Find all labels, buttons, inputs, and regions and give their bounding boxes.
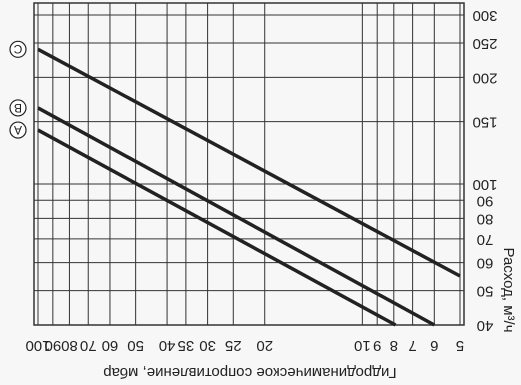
x-tick-label: 6 [430, 337, 438, 354]
y-tick-label: 100 [472, 176, 497, 193]
y-tick-label: 80 [477, 210, 494, 227]
series-marker-circle [9, 40, 27, 58]
y-tick-label: 70 [477, 231, 494, 248]
x-tick-label: 80 [61, 337, 78, 354]
y-axis-label: Расход, м³/ч [500, 247, 517, 332]
y-tick-label: 200 [472, 69, 497, 86]
x-tick-label: 30 [199, 337, 216, 354]
x-tick-label: 25 [225, 337, 242, 354]
x-tick-label: 50 [127, 337, 144, 354]
x-tick-label: 5 [456, 337, 464, 354]
y-tick-label: 150 [472, 114, 497, 131]
x-tick-label: 10 [354, 337, 371, 354]
series-line [37, 47, 461, 278]
x-tick-label: 7 [408, 337, 416, 354]
series-label: A [14, 123, 22, 137]
series-line [37, 128, 397, 327]
x-tick-label: 100 [25, 337, 50, 354]
x-tick-label: 9 [373, 337, 381, 354]
series-marker-circle [9, 121, 27, 139]
x-tick-label: 35 [178, 337, 195, 354]
series-line [37, 106, 436, 327]
y-tick-label: 60 [477, 255, 494, 272]
x-tick-label: 60 [102, 337, 119, 354]
y-tick-label: 50 [477, 283, 494, 300]
x-axis-label: Гидродинамическое сопротивление, мбар [103, 364, 396, 381]
x-tick-label: 40 [159, 337, 176, 354]
y-tick-label: 40 [477, 317, 494, 334]
series-label: B [14, 101, 22, 115]
y-tick-label: 90 [477, 192, 494, 209]
y-tick-label: 250 [472, 35, 497, 52]
x-tick-label: 70 [80, 337, 97, 354]
x-tick-label: 20 [256, 337, 273, 354]
series-marker-circle [9, 99, 27, 117]
x-tick-label: 90 [44, 337, 61, 354]
x-tick-label: 8 [390, 337, 398, 354]
series-label: C [13, 42, 22, 56]
y-tick-label: 300 [472, 7, 497, 24]
